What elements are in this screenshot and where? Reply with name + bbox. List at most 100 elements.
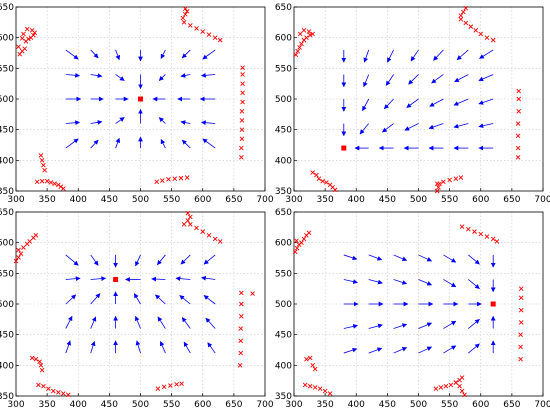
vector-arrow (65, 276, 81, 282)
obstacle-point (516, 88, 522, 94)
vector-arrow (135, 340, 141, 354)
vector-arrow (454, 74, 469, 83)
vector-arrow (410, 49, 419, 62)
obstacle-point (297, 31, 303, 37)
obstacle-point (518, 320, 524, 325)
x-tick-label: 500 (410, 400, 427, 409)
vector-arrow (418, 254, 433, 262)
obstacle-point (239, 145, 244, 151)
obstacle-point (39, 367, 45, 373)
obstacle-point (307, 355, 313, 361)
goal-marker (341, 145, 347, 151)
x-tick-label: 600 (472, 400, 489, 409)
obstacle-point (332, 187, 338, 193)
y-tick-label: 650 (275, 3, 292, 13)
obstacle-point (322, 388, 328, 394)
x-tick-label: 700 (256, 400, 273, 409)
obstacle-point (155, 386, 161, 391)
vector-arrow (90, 340, 96, 354)
obstacle-point (294, 245, 300, 251)
vector-arrow (181, 49, 191, 59)
obstacle-point (240, 81, 245, 86)
vector-arrow (65, 254, 79, 266)
obstacle-point (473, 27, 479, 33)
obstacle-point (184, 175, 190, 180)
obstacle-point (459, 224, 465, 230)
obstacle-cluster (155, 381, 184, 391)
x-tick-label: 500 (132, 195, 149, 205)
obstacle-point (437, 181, 442, 186)
x-tick-label: 300 (285, 400, 302, 409)
obstacle-point (458, 13, 464, 18)
vector-arrow (90, 316, 97, 329)
vector-arrow (181, 317, 191, 329)
vector-arrow (418, 346, 433, 354)
obstacle-point (16, 44, 21, 50)
obstacle-point (39, 178, 45, 184)
obstacle-point (38, 363, 44, 368)
obstacle-point (180, 15, 186, 21)
obstacle-point (34, 179, 40, 185)
vector-arrow (203, 254, 216, 265)
vector-arrow (453, 123, 469, 129)
vector-arrow (90, 254, 99, 266)
x-tick-label: 700 (534, 195, 550, 205)
obstacle-point (239, 118, 245, 123)
x-tick-label: 550 (441, 400, 458, 409)
obstacle-point (212, 35, 218, 40)
obstacle-point (515, 121, 521, 126)
vector-arrow (205, 317, 216, 329)
y-tick-label: 600 (0, 239, 14, 249)
vector-arrow (418, 322, 433, 329)
obstacle-point (304, 35, 309, 40)
obstacle-point (239, 108, 245, 114)
vector-arrow (65, 294, 77, 305)
goal-marker (490, 301, 496, 307)
obstacle-cluster (304, 355, 313, 362)
vector-arrow (468, 254, 480, 265)
obstacle-point (297, 45, 302, 50)
obstacle-point (240, 90, 245, 96)
obstacle-cluster (302, 382, 333, 396)
obstacle-point (181, 20, 187, 25)
obstacle-point (307, 32, 313, 38)
obstacle-point (239, 154, 244, 160)
obstacle-point (60, 186, 66, 191)
obstacle-point (206, 232, 212, 238)
x-tick-label: 400 (348, 195, 365, 205)
obstacle-point (436, 185, 441, 190)
y-tick-label: 450 (0, 331, 14, 341)
vector-arrow (157, 316, 166, 329)
vector-arrow (443, 254, 457, 263)
vector-arrow (65, 315, 73, 329)
x-tick-label: 450 (101, 195, 118, 205)
obstacle-point (320, 178, 325, 184)
obstacle-point (46, 386, 51, 391)
vector-arrow (418, 279, 433, 286)
obstacle-point (52, 181, 57, 186)
vector-arrow (385, 74, 394, 86)
obstacle-point (518, 332, 523, 337)
vector-arrow (408, 74, 419, 85)
obstacle-cluster (459, 224, 500, 244)
obstacle-point (159, 178, 165, 183)
vector-arrow (201, 72, 216, 78)
obstacle-cluster (19, 26, 37, 44)
vector-arrow (155, 294, 166, 305)
subplot-top-right: 300 350 400 450 500 550 600 650 7003504004505005… (275, 3, 550, 205)
obstacle-point (48, 180, 54, 185)
x-tick-label: 550 (163, 400, 180, 409)
obstacle-point (238, 326, 244, 331)
vector-arrow (406, 98, 419, 108)
x-tick-label: 450 (379, 400, 396, 409)
obstacle-point (37, 359, 42, 364)
obstacle-cluster (181, 20, 223, 43)
obstacle-cluster (292, 238, 302, 255)
obstacle-point (51, 388, 56, 394)
obstacle-point (316, 176, 322, 182)
obstacle-point (468, 24, 474, 29)
obstacle-point (310, 170, 315, 175)
obstacle-point (44, 178, 50, 184)
vector-arrow (368, 323, 383, 329)
x-tick-label: 600 (472, 195, 489, 205)
